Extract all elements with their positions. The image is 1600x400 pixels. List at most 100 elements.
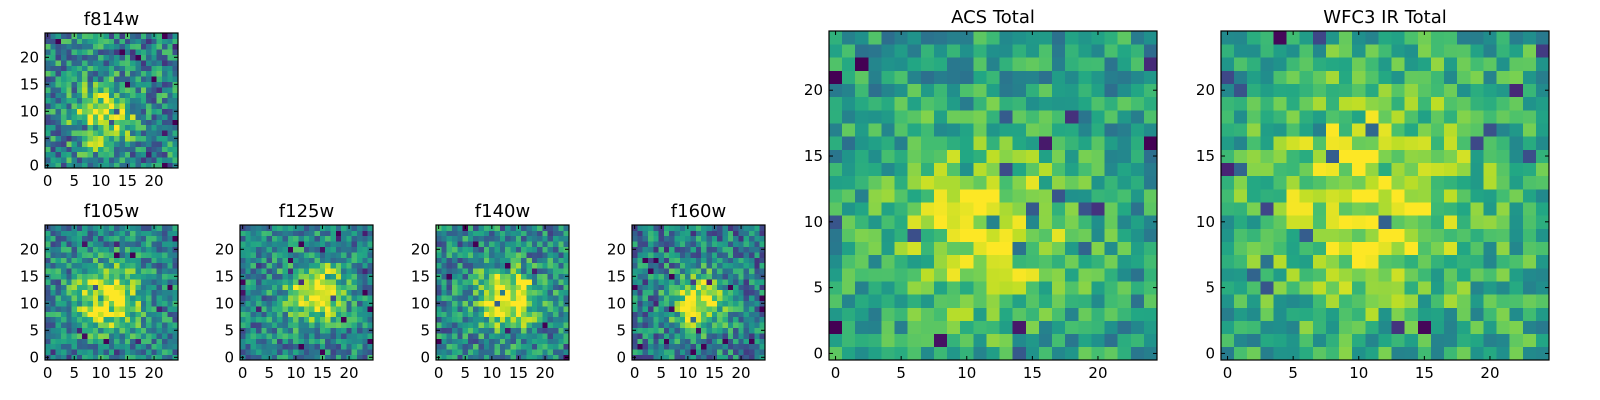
heatmap-cell [124,230,131,237]
heatmap-cell [245,225,252,231]
heatmap-cell [362,333,369,339]
heatmap-cell [759,311,766,318]
heatmap-cell [130,81,136,88]
heatmap-cell [135,162,142,169]
heatmap-cell [45,295,51,301]
heatmap-cell [451,230,458,237]
heatmap-cell [266,338,273,345]
heatmap-cell [146,43,152,50]
heatmap-cell [146,38,152,45]
heatmap-cell [146,343,152,350]
heatmap-cell [494,262,501,269]
heatmap-cell [1339,202,1353,216]
heatmap-cell [1104,188,1119,203]
heatmap-cell [146,316,152,323]
heatmap-cell [663,316,670,323]
heatmap-cell [695,235,702,242]
heatmap-cell [947,31,961,45]
heatmap-cell [1417,215,1432,229]
heatmap-cell [749,327,755,334]
heatmap-cell [1483,44,1497,58]
heatmap-cell [973,307,987,321]
heatmap-cell [261,349,267,355]
y-tick-label: 5 [813,279,823,297]
heatmap-cell [515,279,522,285]
heatmap-cell [167,54,174,61]
heatmap-cell [674,327,681,334]
heatmap-cell [271,257,278,264]
heatmap-cell [658,322,665,328]
heatmap-cell [1325,215,1340,229]
heatmap-cell [1221,136,1235,150]
heatmap-cell [108,146,115,153]
heatmap-cell [1234,215,1248,229]
heatmap-cell [842,57,856,71]
heatmap-cell [1273,307,1287,321]
heatmap-cell [494,284,501,291]
heatmap-cell [156,65,163,72]
heatmap-cell [55,316,62,323]
y-tick-label: 15 [215,267,234,285]
heatmap-cell [537,246,543,253]
heatmap-cell [271,230,278,237]
heatmap-cell [103,65,110,72]
heatmap-cell [685,311,691,318]
heatmap-cell [1391,202,1406,216]
heatmap-cell [505,306,511,312]
heatmap-cell [457,289,463,296]
heatmap-cell [685,343,691,350]
heatmap-cell [743,262,750,269]
heatmap-cell [60,119,67,126]
heatmap-cell [1065,70,1079,85]
heatmap-cell [103,279,110,285]
heatmap-cell [135,76,142,82]
heatmap-cell [499,338,506,345]
heatmap-cell [986,96,1000,111]
heatmap-cell [146,252,152,258]
heatmap-cell [346,327,353,334]
heatmap-cell [335,327,342,334]
heatmap-cell [162,300,168,307]
heatmap-cell [637,257,644,264]
heatmap-cell [282,349,289,355]
heatmap-cell [1260,70,1274,85]
heatmap-cell [1339,136,1353,150]
heatmap-cell [1352,57,1366,71]
heatmap-cell [162,333,168,339]
heatmap-cell [162,257,168,264]
heatmap-cell [103,306,110,312]
heatmap-cell [711,327,718,334]
heatmap-cell [658,257,665,264]
heatmap-cell [1104,31,1119,45]
heatmap-cell [162,76,168,82]
heatmap-cell [1325,333,1340,348]
heatmap-cell [653,322,659,328]
heatmap-cell [701,306,707,312]
heatmap-cell [1470,320,1484,335]
heatmap-cell [759,235,766,242]
heatmap-cell [1234,96,1248,111]
heatmap-cell [1273,83,1287,98]
heatmap-cell [319,284,326,291]
heatmap-cell [1509,202,1524,216]
heatmap-cell [489,246,495,253]
heatmap-cell [842,175,856,190]
heatmap-cell [1117,162,1132,177]
heatmap-cell [743,300,750,307]
heatmap-cell [140,300,147,307]
heatmap-cell [722,225,729,231]
heatmap-cell [162,311,168,318]
heatmap-cell [357,306,363,312]
heatmap-cell [314,230,321,237]
heatmap-cell [842,202,856,216]
heatmap-cell [653,252,659,258]
heatmap-cell [87,268,94,274]
heatmap-cell [167,124,174,131]
heatmap-cell [1117,83,1132,98]
heatmap-cell [261,284,267,291]
heatmap-cell [722,316,729,323]
heatmap-cell [738,246,745,253]
heatmap-cell [66,338,72,345]
heatmap-cell [531,273,538,280]
